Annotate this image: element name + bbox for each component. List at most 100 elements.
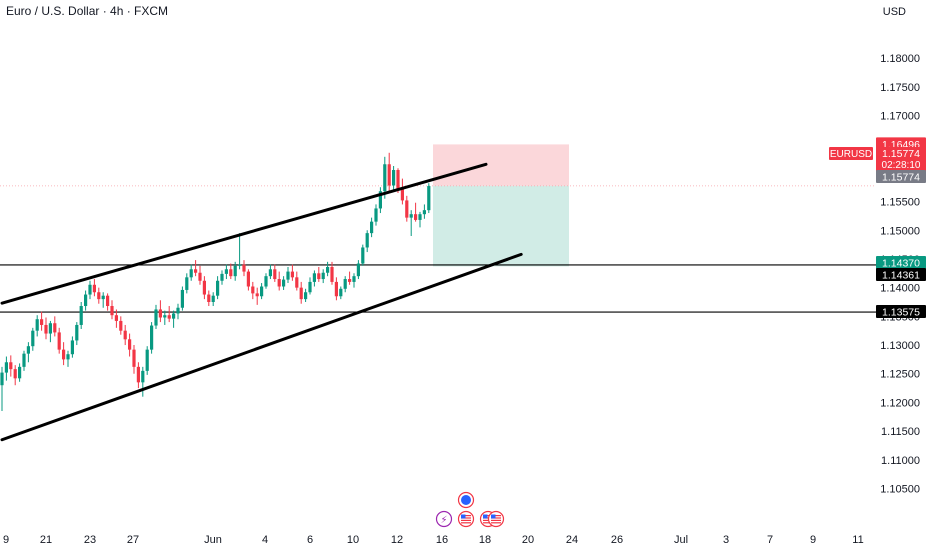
candle-body bbox=[158, 309, 162, 318]
candle-body bbox=[330, 266, 334, 282]
symbol-label: EURUSD bbox=[829, 147, 873, 160]
symbol-label-text: EURUSD bbox=[830, 149, 872, 160]
candle-body bbox=[84, 294, 88, 307]
support-1-price-label: 1.14361 bbox=[876, 268, 926, 282]
candle-body bbox=[198, 272, 202, 281]
support-2-price-label: 1.13575 bbox=[876, 305, 926, 319]
candle-body bbox=[409, 214, 413, 218]
candle-body bbox=[326, 266, 330, 273]
candle-body bbox=[62, 349, 66, 360]
chart-title: Euro / U.S. Dollar · 4h · FXCM bbox=[6, 4, 169, 18]
candle-body bbox=[383, 164, 387, 192]
support-1-price-label-bg bbox=[876, 268, 926, 281]
us-flag-icon[interactable] bbox=[457, 510, 475, 528]
time-tick-label: 23 bbox=[84, 534, 96, 546]
candle-body bbox=[194, 269, 198, 273]
calendar-event-icon[interactable] bbox=[457, 491, 475, 509]
candlestick-series bbox=[0, 152, 431, 412]
candle-body bbox=[22, 353, 26, 367]
candle-body bbox=[343, 279, 347, 289]
candle-body bbox=[299, 287, 303, 300]
candle-body bbox=[370, 221, 374, 234]
candle-body bbox=[216, 280, 220, 296]
price-tick-label: 1.11000 bbox=[881, 455, 920, 467]
candle-body bbox=[26, 346, 30, 354]
channel-lower-trendline[interactable] bbox=[0, 252, 523, 442]
candle-body bbox=[88, 284, 92, 295]
time-tick-label: 24 bbox=[566, 534, 578, 546]
stop-price-label-bg bbox=[876, 256, 926, 269]
event-markers[interactable]: ⚡ bbox=[435, 491, 505, 528]
candle-body bbox=[220, 273, 224, 281]
candle-body bbox=[277, 279, 281, 287]
time-tick-label: 10 bbox=[347, 534, 359, 546]
candle-body bbox=[286, 271, 290, 280]
candle-body bbox=[101, 295, 105, 300]
candle-body bbox=[40, 319, 44, 325]
us-flag-icon-stripe bbox=[491, 522, 501, 524]
candle-body bbox=[418, 214, 422, 220]
price-tick-label: 1.13000 bbox=[880, 340, 920, 352]
stop-zone[interactable] bbox=[433, 144, 569, 186]
us-flag-icon-canton bbox=[483, 514, 488, 519]
support-2-price-label-text: 1.13575 bbox=[882, 307, 920, 319]
candle-body bbox=[304, 292, 308, 300]
candle-body bbox=[378, 191, 382, 209]
candle-body bbox=[119, 320, 123, 331]
us-flag-icon-stripe bbox=[483, 519, 493, 521]
candle-body bbox=[18, 366, 22, 379]
us-flag-icon-ring bbox=[457, 510, 475, 528]
candle-body bbox=[132, 349, 136, 367]
candle-body bbox=[405, 200, 409, 218]
flash-icon[interactable]: ⚡ bbox=[435, 510, 453, 528]
candle-body bbox=[400, 188, 404, 201]
price-tick-label: 1.17500 bbox=[880, 82, 920, 94]
support-2-price-label-bg bbox=[876, 305, 926, 318]
candle-body bbox=[13, 369, 17, 379]
candle-body bbox=[180, 289, 184, 308]
time-tick-label: 21 bbox=[40, 534, 52, 546]
candle-body bbox=[295, 277, 299, 288]
candle-body bbox=[387, 164, 391, 186]
candle-body bbox=[290, 271, 294, 278]
horizontal-lines[interactable] bbox=[0, 185, 876, 313]
candle-body bbox=[128, 339, 132, 350]
time-tick-label: 9 bbox=[810, 534, 816, 546]
calendar-event-core bbox=[461, 495, 471, 505]
price-tick-label: 1.14000 bbox=[880, 283, 920, 295]
profit-zone[interactable] bbox=[433, 185, 569, 267]
price-tick-label: 1.15500 bbox=[880, 197, 920, 209]
price-tick-label: 1.18000 bbox=[880, 53, 920, 65]
candle-body bbox=[110, 306, 114, 316]
position-zones[interactable] bbox=[433, 144, 569, 267]
candle-body bbox=[57, 332, 61, 350]
candle-body bbox=[224, 269, 228, 274]
currency-label[interactable]: USD bbox=[882, 6, 906, 18]
candle-body bbox=[365, 233, 369, 248]
candle-body bbox=[312, 273, 316, 282]
us-flag-icon[interactable] bbox=[487, 510, 505, 528]
time-tick-label: 26 bbox=[611, 534, 623, 546]
time-tick-label: 20 bbox=[522, 534, 534, 546]
time-axis[interactable]: 9 21 23 27 Jun 4 6 10 12 16 18 20 24 26 Jul 3 7 9 11 bbox=[3, 534, 864, 546]
channel-upper-trendline[interactable] bbox=[0, 162, 488, 305]
candle-body bbox=[392, 170, 396, 186]
trendlines[interactable] bbox=[0, 162, 523, 442]
candle-body bbox=[273, 269, 277, 280]
bar-countdown-text: 02:28:10 bbox=[882, 160, 921, 171]
time-tick-label: Jun bbox=[204, 534, 222, 546]
candle-body bbox=[211, 295, 215, 302]
entry-price-label: 1.15774 bbox=[876, 170, 926, 184]
candle-body bbox=[92, 284, 96, 293]
us-flag-icon-stripe bbox=[491, 519, 501, 521]
candle-body bbox=[136, 366, 140, 383]
candle-body bbox=[207, 294, 211, 302]
candle-body bbox=[9, 362, 13, 370]
candle-body bbox=[150, 325, 154, 350]
candle-body bbox=[396, 170, 400, 189]
candle-body bbox=[75, 324, 79, 341]
candle-body bbox=[53, 323, 57, 333]
time-tick-label: 16 bbox=[436, 534, 448, 546]
